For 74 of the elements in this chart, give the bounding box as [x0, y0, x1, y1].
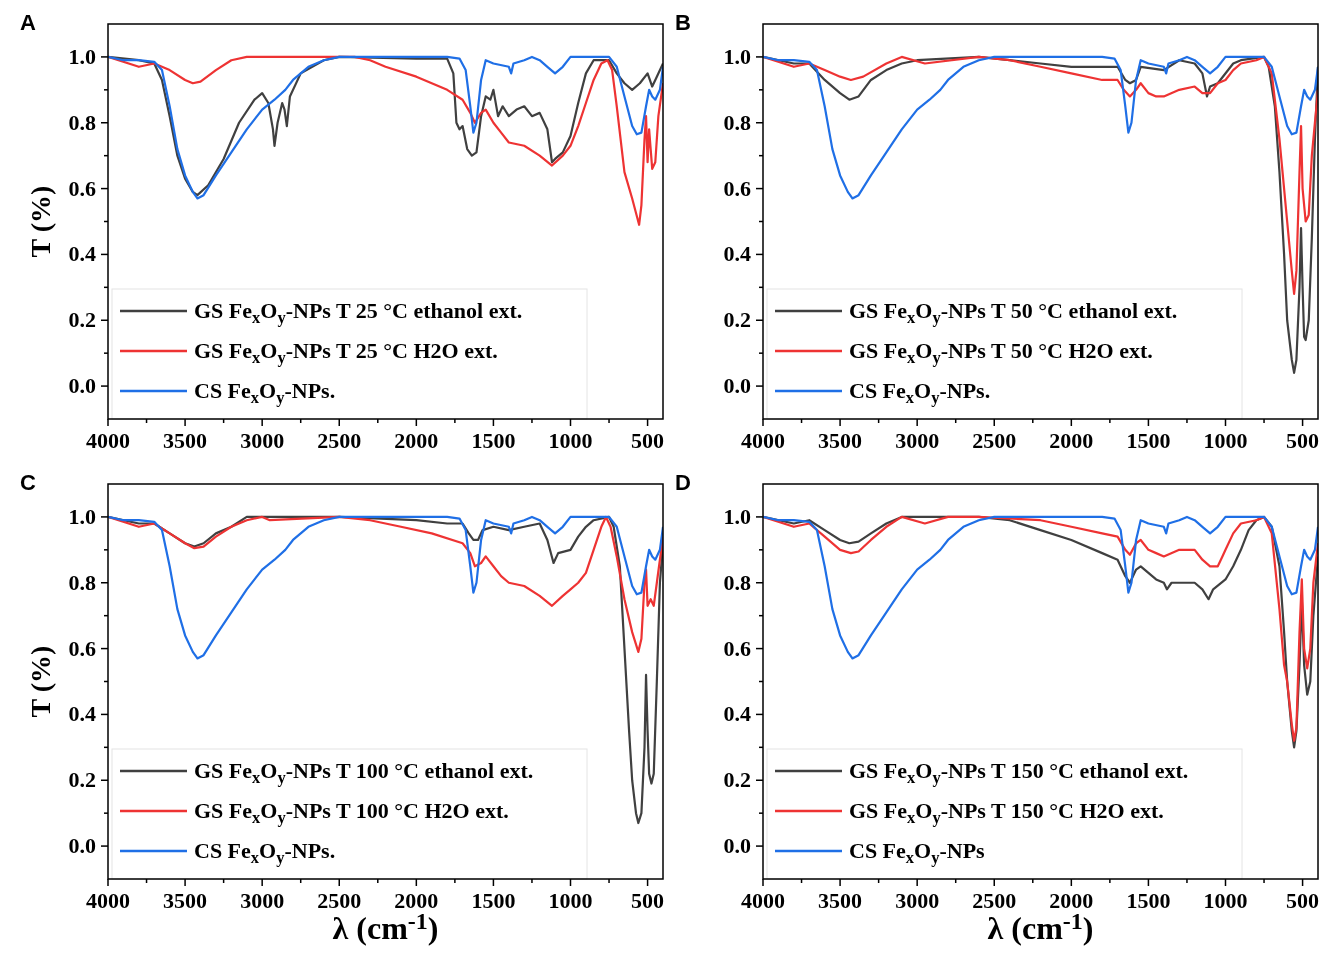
x-tick-label: 2000	[1049, 428, 1094, 453]
legend-label: GS Fe$_{x}$O$_{y}$-NPs T 50 °C H2O ext.	[849, 338, 1153, 368]
y-tick-label: 0.2	[723, 307, 751, 333]
x-tick-label: 1000	[1203, 428, 1248, 453]
y-tick-label: 0.8	[723, 109, 751, 135]
x-tick-label: 3500	[163, 428, 208, 453]
x-tick-label: 3000	[895, 428, 940, 453]
legend-label: GS Fe$_{x}$O$_{y}$-NPs T 100 °C ethanol ext.	[194, 758, 534, 788]
x-tick-label: 3500	[818, 888, 863, 913]
x-tick-label: 1500	[1126, 428, 1171, 453]
y-tick-label: 0.2	[68, 767, 96, 793]
legend-label: GS Fe$_{x}$O$_{y}$-NPs T 150 °C H2O ext.	[849, 798, 1164, 828]
y-tick-label: 0.8	[68, 109, 96, 135]
x-tick-label: 500	[631, 888, 665, 913]
y-axis-title: T (%)	[25, 645, 56, 718]
y-tick-label: 0.0	[68, 833, 96, 859]
x-tick-label: 2000	[394, 428, 439, 453]
chart-title: A	[20, 10, 36, 35]
legend-label: GS Fe$_{x}$O$_{y}$-NPs T 100 °C H2O ext.	[194, 798, 509, 828]
y-tick-label: 1.0	[723, 503, 751, 529]
y-tick-label: 0.4	[68, 241, 96, 267]
y-tick-label: 1.0	[68, 503, 96, 529]
x-tick-label: 3000	[895, 888, 940, 913]
y-tick-label: 0.8	[723, 569, 751, 595]
x-tick-label: 4000	[741, 428, 785, 453]
y-tick-label: 0.0	[68, 373, 96, 399]
x-tick-label: 4000	[86, 888, 130, 913]
y-tick-label: 0.4	[723, 701, 751, 727]
y-tick-label: 0.6	[723, 635, 751, 661]
y-tick-label: 0.0	[723, 833, 751, 859]
y-tick-label: 1.0	[68, 43, 96, 69]
x-tick-label: 4000	[741, 888, 785, 913]
x-tick-label: 1000	[548, 888, 593, 913]
line-series	[763, 55, 1318, 296]
y-tick-label: 0.8	[68, 569, 96, 595]
x-tick-label: 3500	[163, 888, 208, 913]
line-series	[763, 515, 1318, 660]
x-tick-label: 1000	[1203, 888, 1248, 913]
y-tick-label: 0.6	[68, 635, 96, 661]
y-tick-label: 0.2	[68, 307, 96, 333]
legend-label: CS Fe$_{x}$O$_{y}$-NPs.	[194, 838, 336, 868]
y-tick-label: 0.6	[723, 175, 751, 201]
x-tick-label: 500	[631, 428, 665, 453]
chart-title: B	[675, 10, 691, 35]
x-tick-label: 3000	[240, 888, 285, 913]
chart-title: D	[675, 470, 691, 495]
legend-label: CS Fe$_{x}$O$_{y}$-NPs.	[849, 378, 991, 408]
y-tick-label: 0.4	[68, 701, 96, 727]
legend-label: GS Fe$_{x}$O$_{y}$-NPs T 150 °C ethanol ext.	[849, 758, 1189, 788]
x-tick-label: 1500	[1126, 888, 1171, 913]
y-tick-label: 0.2	[723, 767, 751, 793]
line-series	[763, 55, 1318, 200]
x-tick-label: 500	[1286, 888, 1320, 913]
legend-label: CS Fe$_{x}$O$_{y}$-NPs	[849, 838, 986, 868]
x-tick-label: 3500	[818, 428, 863, 453]
x-tick-label: 1000	[548, 428, 593, 453]
legend-label: GS Fe$_{x}$O$_{y}$-NPs T 50 °C ethanol ext.	[849, 298, 1178, 328]
x-tick-label: 500	[1286, 428, 1320, 453]
y-tick-label: 0.0	[723, 373, 751, 399]
chart-title: C	[20, 470, 36, 495]
x-tick-label: 4000	[86, 428, 130, 453]
y-tick-label: 0.4	[723, 241, 751, 267]
x-tick-label: 1500	[471, 428, 516, 453]
legend-label: CS Fe$_{x}$O$_{y}$-NPs.	[194, 378, 336, 408]
line-series	[108, 55, 663, 226]
legend-label: GS Fe$_{x}$O$_{y}$-NPs T 25 °C H2O ext.	[194, 338, 498, 368]
x-tick-label: 3000	[240, 428, 285, 453]
x-tick-label: 2500	[972, 428, 1017, 453]
x-tick-label: 1500	[471, 888, 516, 913]
legend-label: GS Fe$_{x}$O$_{y}$-NPs T 25 °C ethanol ext.	[194, 298, 523, 328]
y-tick-label: 1.0	[723, 43, 751, 69]
y-tick-label: 0.6	[68, 175, 96, 201]
x-tick-label: 2500	[317, 428, 362, 453]
y-axis-title: T (%)	[25, 185, 56, 258]
